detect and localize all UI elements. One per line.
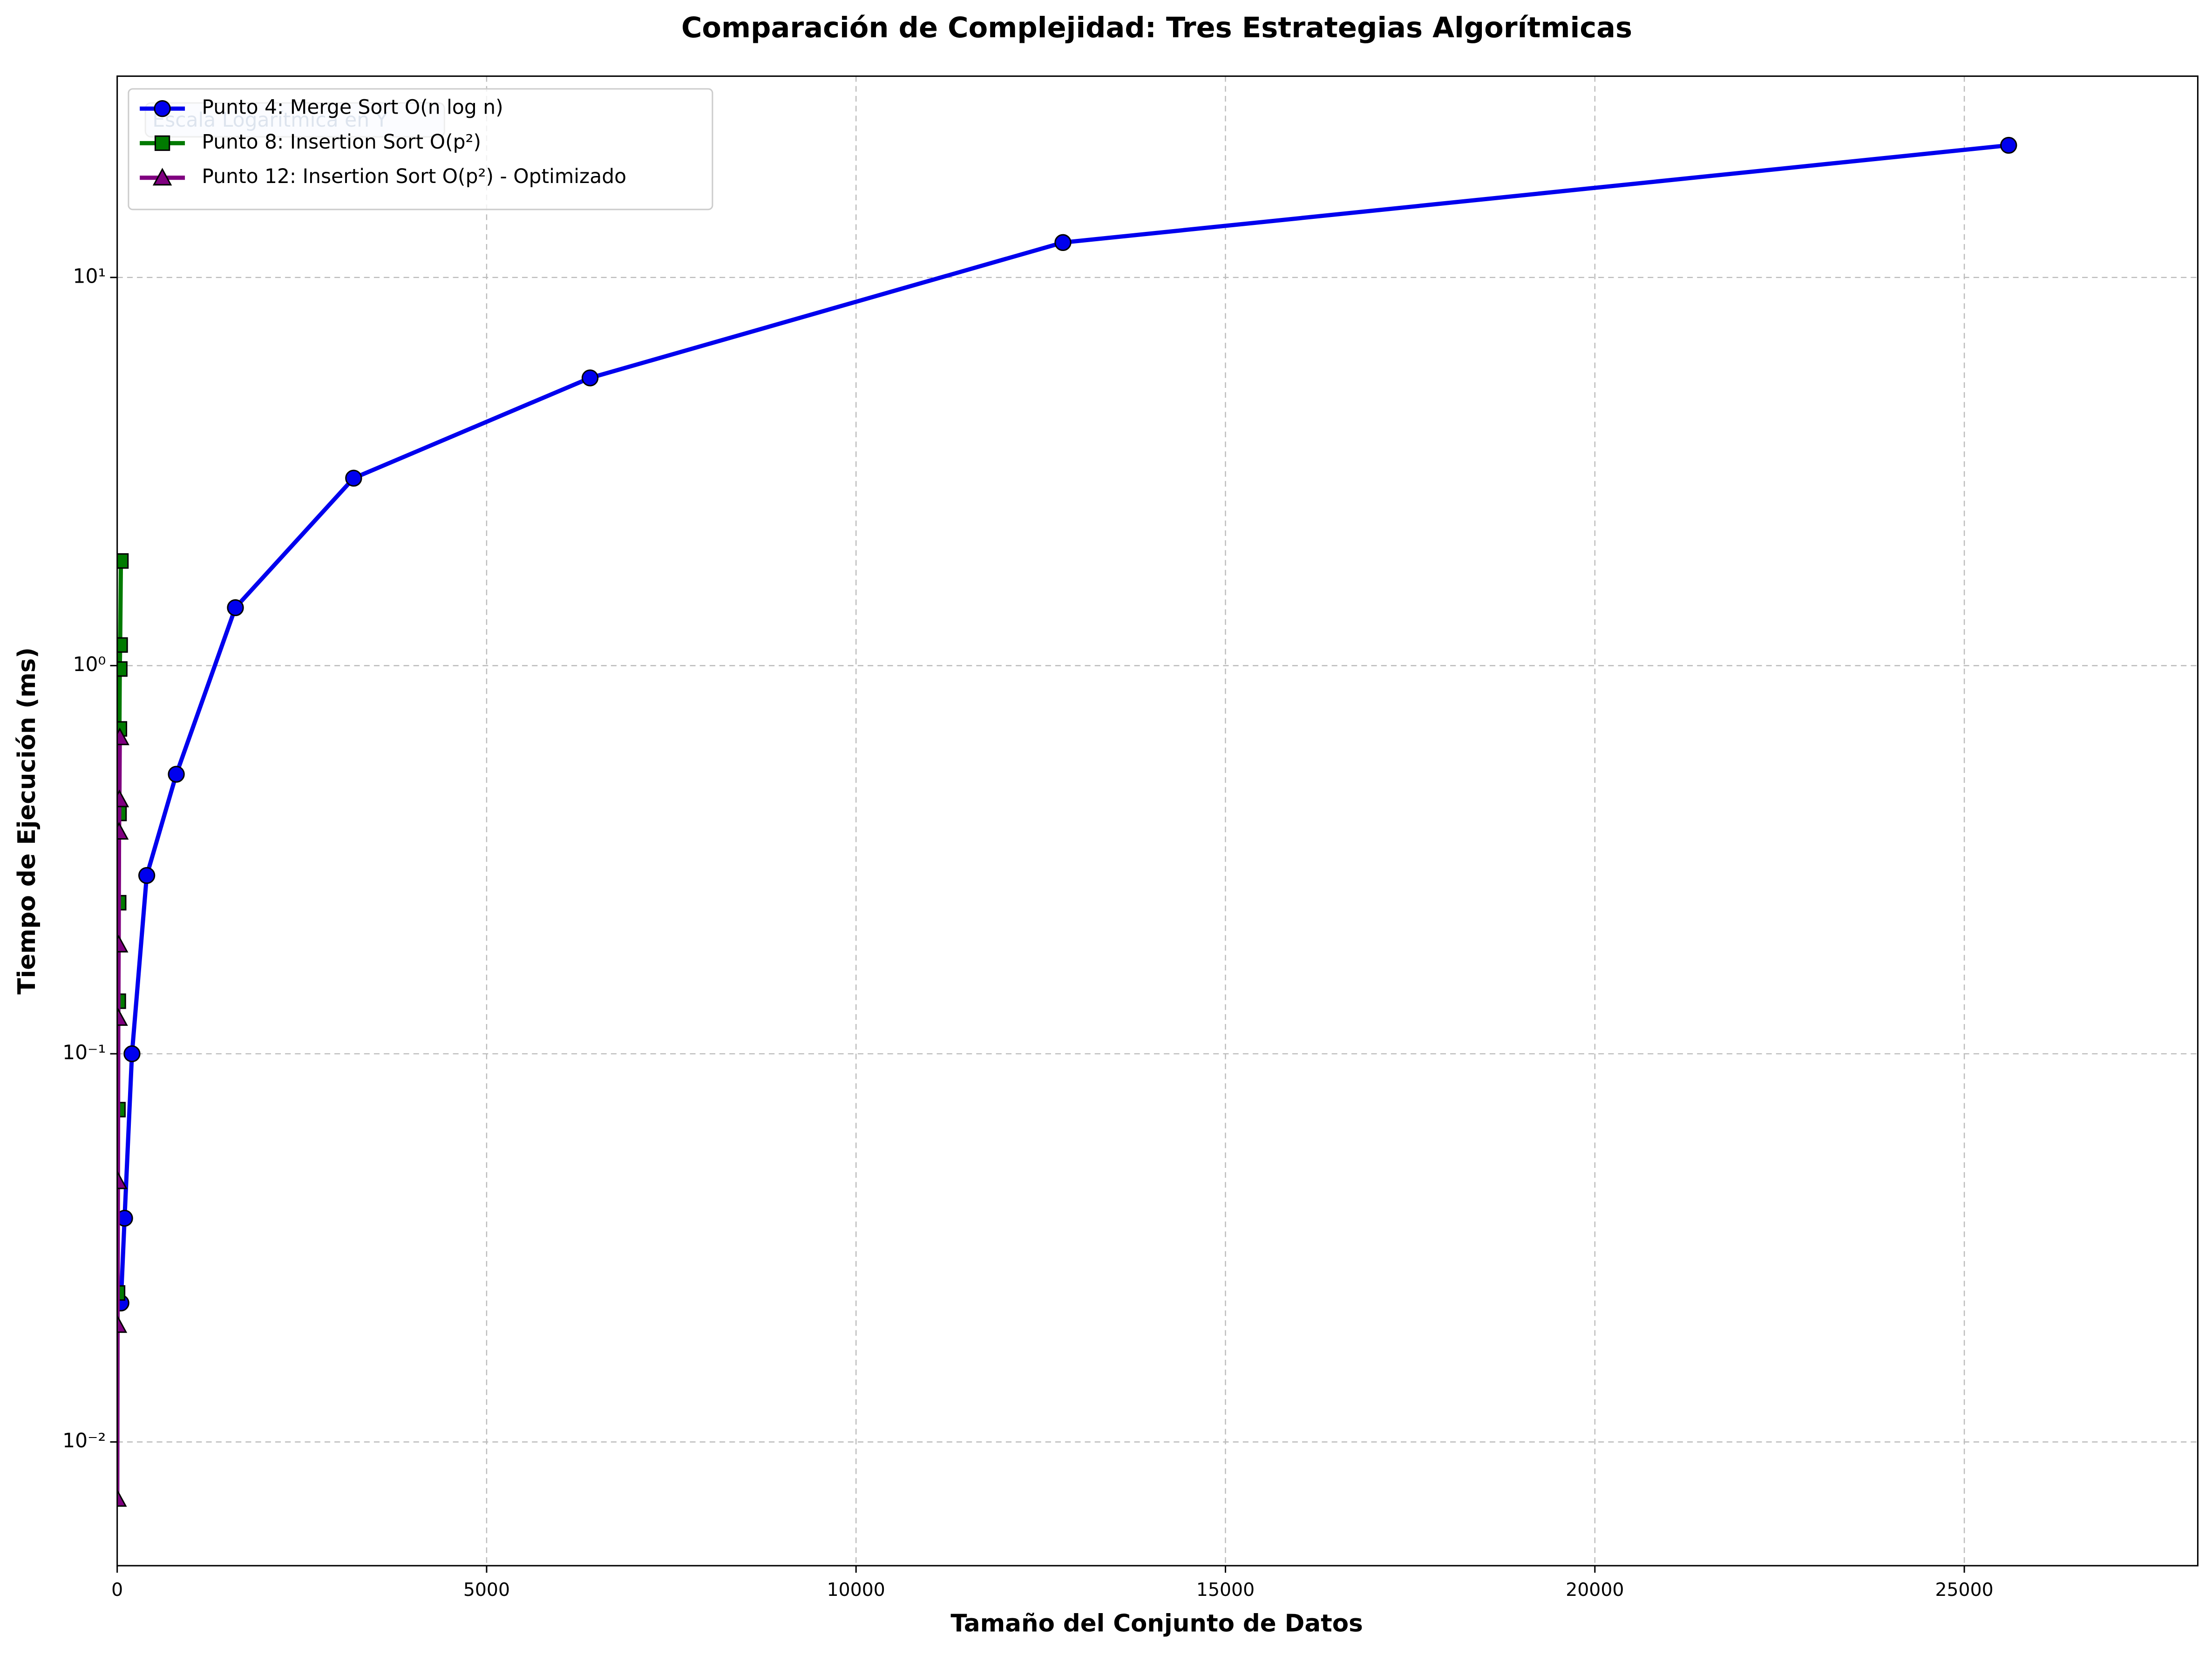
marker [345,469,362,487]
x-tick-label: 20000 [1566,1579,1624,1601]
x-tick-label: 25000 [1935,1579,1993,1601]
legend-label: Punto 4: Merge Sort O(n log n) [202,96,503,119]
y-tick-label: 10¹ [73,265,106,287]
marker [117,553,129,569]
y-tick-label: 10⁻² [62,1429,106,1452]
marker [117,1008,128,1026]
x-tick-label: 0 [111,1579,123,1601]
marker [154,100,171,117]
x-tick-label: 5000 [463,1579,510,1601]
x-tick-label: 10000 [827,1579,885,1601]
marker [2000,136,2017,154]
marker [117,1209,133,1227]
grid [116,76,2198,1566]
legend: Punto 4: Merge Sort O(n log n) Punto 8: I… [128,88,713,210]
marker [117,727,129,746]
y-tick-label: 10⁻¹ [62,1041,106,1064]
x-tick-label: 15000 [1196,1579,1255,1601]
marker [117,1171,128,1189]
y-axis-label: Tiempo de Ejecución (ms) [13,647,41,995]
plot-area [117,136,2017,1507]
legend-box [128,88,713,210]
marker [152,168,172,186]
marker [168,766,185,783]
marker [154,135,170,151]
legend-label: Punto 8: Insertion Sort O(p²) [202,130,481,153]
legend-label: Punto 12: Insertion Sort O(p²) - Optimiz… [202,165,626,188]
marker [1054,234,1072,251]
series-line [119,143,2009,1303]
marker [227,599,244,617]
marker [117,661,128,677]
marker [117,637,128,653]
y-tick-label: 10⁰ [73,653,106,676]
marker [581,369,599,387]
chart-title: Comparación de Complejidad: Tres Estrate… [681,12,1632,44]
marker [138,867,156,884]
marker [123,1045,141,1063]
x-axis-label: Tamaño del Conjunto de Datos [950,1609,1363,1637]
marker [117,789,129,807]
axes-frame [116,75,2198,1567]
marker [117,935,129,953]
ticks: 0 5000 10000 15000 20000 25000 10⁻² 10⁻¹ 10⁰ 10¹ [62,265,1994,1601]
marker [117,822,129,840]
